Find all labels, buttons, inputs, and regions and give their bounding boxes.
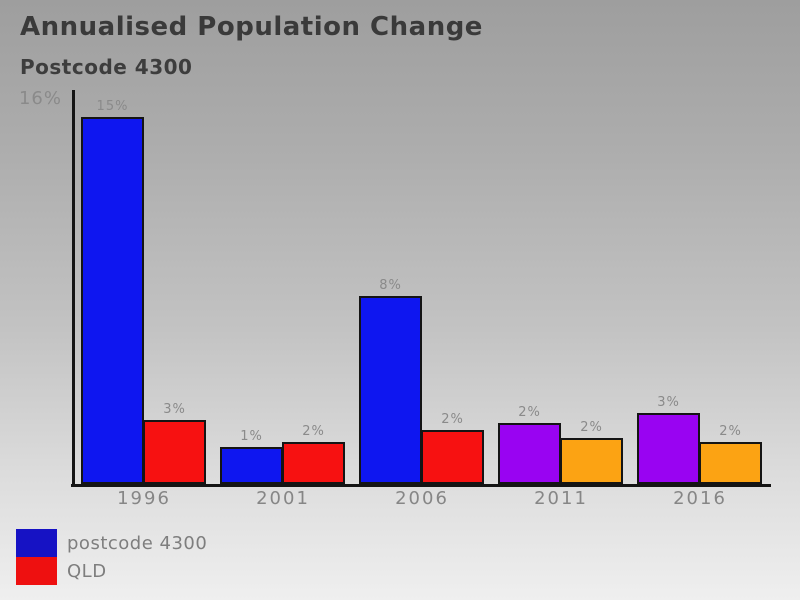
x-axis-label-2011: 2011 <box>534 488 588 509</box>
x-axis-label-2006: 2006 <box>395 488 449 509</box>
bar-qld-2011 <box>560 438 623 484</box>
bar-postcode-4300-2006 <box>359 296 422 484</box>
bar-value-label-postcode-4300-2011: 2% <box>518 405 541 420</box>
bar-postcode-4300-2001 <box>220 447 283 484</box>
legend-swatch-qld <box>16 557 57 585</box>
x-axis-label-2001: 2001 <box>256 488 310 509</box>
bar-value-label-qld-2001: 2% <box>302 424 325 439</box>
bar-value-label-qld-2011: 2% <box>580 420 603 435</box>
bar-qld-2006 <box>421 430 484 484</box>
legend-swatch-postcode-4300 <box>16 529 57 557</box>
bar-value-label-postcode-4300-2016: 3% <box>657 395 680 410</box>
chart-subtitle: Postcode 4300 <box>20 55 193 79</box>
bar-value-label-postcode-4300-1996: 15% <box>96 99 129 114</box>
legend-label-qld: QLD <box>67 560 107 582</box>
x-axis-label-2016: 2016 <box>673 488 727 509</box>
bar-qld-2001 <box>282 442 345 484</box>
bar-value-label-postcode-4300-2001: 1% <box>240 429 263 444</box>
bar-value-label-postcode-4300-2006: 8% <box>379 278 402 293</box>
y-axis-max-label: 16% <box>18 88 62 109</box>
bar-value-label-qld-2016: 2% <box>719 424 742 439</box>
x-axis-line <box>71 484 771 487</box>
y-axis-line <box>72 90 75 486</box>
bar-postcode-4300-1996 <box>81 117 144 484</box>
bar-value-label-qld-1996: 3% <box>163 402 186 417</box>
chart-title: Annualised Population Change <box>20 12 483 42</box>
legend: postcode 4300 QLD <box>16 529 207 585</box>
bar-qld-2016 <box>699 442 762 484</box>
bar-value-label-qld-2006: 2% <box>441 412 464 427</box>
legend-item-postcode-4300: postcode 4300 <box>16 529 207 557</box>
legend-label-postcode-4300: postcode 4300 <box>67 532 208 554</box>
legend-item-qld: QLD <box>16 557 207 585</box>
x-axis-label-1996: 1996 <box>117 488 171 509</box>
bar-qld-1996 <box>143 420 206 484</box>
